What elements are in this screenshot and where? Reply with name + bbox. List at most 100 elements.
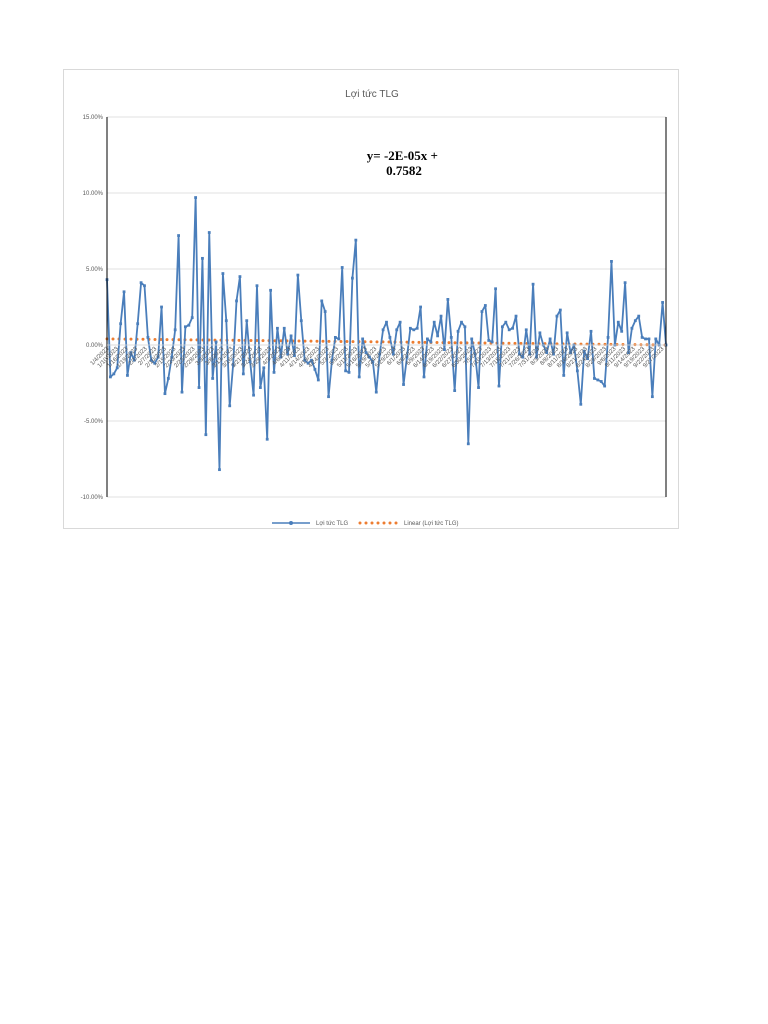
data-point (521, 355, 525, 359)
data-point (143, 284, 146, 288)
data-point (388, 336, 392, 339)
data-point (558, 308, 562, 312)
data-point (500, 325, 504, 329)
y-axis-ticks: -10.00% -5.00% 0.00% 5.00% 10.00% 15.00% (81, 115, 104, 501)
data-point (214, 340, 218, 344)
legend-series-marker (289, 521, 293, 525)
y-tick-label: 15.00% (83, 115, 104, 121)
data-point (504, 320, 508, 324)
data-point (565, 331, 569, 335)
data-point (470, 337, 474, 341)
data-point (569, 351, 572, 354)
data-point (419, 305, 422, 309)
data-point (293, 354, 296, 358)
data-point (586, 357, 590, 361)
data-point (575, 369, 579, 373)
data-point (276, 326, 279, 330)
trendline-path (105, 337, 668, 347)
data-point (180, 390, 184, 394)
y-tick-label: 0.00% (86, 343, 104, 349)
legend-trend-label: Linear (Lợi tức TLG) (404, 521, 459, 527)
data-point (412, 328, 416, 332)
data-point (511, 326, 515, 330)
data-point (432, 320, 436, 324)
data-point (661, 301, 664, 304)
data-point (463, 325, 467, 329)
data-point (596, 378, 600, 382)
chart-frame: Lợi tức TLG -10.00% -5.00% 0.00% 5.00% 10.00… (63, 69, 679, 529)
data-point (545, 351, 549, 354)
data-point (129, 351, 133, 354)
line-chart: Lợi tức TLG -10.00% -5.00% 0.00% 5.00% 10.00… (81, 89, 668, 527)
data-point (361, 337, 365, 341)
data-point (633, 319, 637, 323)
data-point (156, 355, 160, 359)
data-point (391, 352, 395, 356)
data-point (514, 314, 518, 318)
data-point (248, 360, 252, 364)
data-point (357, 375, 361, 379)
data-point (224, 319, 228, 323)
data-point (279, 355, 283, 359)
data-point (173, 328, 177, 332)
data-point (610, 260, 613, 263)
data-point (531, 282, 535, 286)
x-axis-ticks: 1/4/20231/10/20231/16/20231/19/20232/1/2… (90, 346, 666, 370)
data-point (262, 366, 266, 370)
data-point (426, 337, 429, 341)
data-point (351, 276, 354, 280)
data-point (555, 314, 559, 318)
data-point (109, 375, 112, 379)
y-tick-label: -10.00% (81, 495, 104, 501)
data-point (187, 323, 191, 327)
data-point (405, 355, 409, 359)
data-point (552, 352, 555, 356)
data-point (456, 329, 460, 333)
data-point (627, 351, 630, 354)
data-point (429, 340, 433, 344)
data-point (654, 337, 658, 341)
legend: Lợi tức TLG Linear (Lợi tức TLG) (272, 521, 459, 527)
data-point (149, 358, 153, 362)
data-point (589, 329, 593, 333)
data-point (616, 320, 620, 324)
data-point (207, 231, 211, 234)
data-point (528, 352, 532, 356)
data-point (139, 281, 143, 285)
data-point (160, 305, 163, 309)
data-point (153, 361, 157, 365)
trendline (105, 337, 668, 347)
data-point (538, 331, 542, 335)
data-point (354, 238, 358, 242)
data-point (245, 319, 249, 323)
data-point (323, 310, 327, 313)
data-point (194, 196, 198, 199)
data-point (218, 468, 221, 472)
legend-series-label: Lợi tức TLG (316, 521, 349, 527)
data-point (582, 349, 586, 353)
data-point (211, 377, 215, 380)
data-point (282, 326, 286, 330)
data-point (599, 380, 603, 383)
data-point (241, 372, 245, 376)
data-point (333, 336, 337, 339)
data-point (221, 272, 225, 275)
data-point (490, 340, 494, 344)
data-point (473, 352, 477, 356)
data-point (272, 370, 276, 374)
data-point (623, 281, 627, 285)
data-point (477, 386, 480, 389)
data-point (265, 437, 269, 441)
data-point (316, 378, 320, 382)
data-point (402, 383, 405, 386)
data-point (163, 392, 167, 396)
data-point (439, 314, 443, 318)
data-point (238, 275, 242, 278)
data-point (593, 377, 596, 380)
trendline-equation: y= -2E-05x + 0.7582 (367, 148, 441, 178)
data-point (650, 395, 654, 399)
data-point (320, 299, 324, 303)
data-point (136, 322, 140, 326)
data-point (630, 326, 634, 330)
data-point (258, 386, 262, 389)
